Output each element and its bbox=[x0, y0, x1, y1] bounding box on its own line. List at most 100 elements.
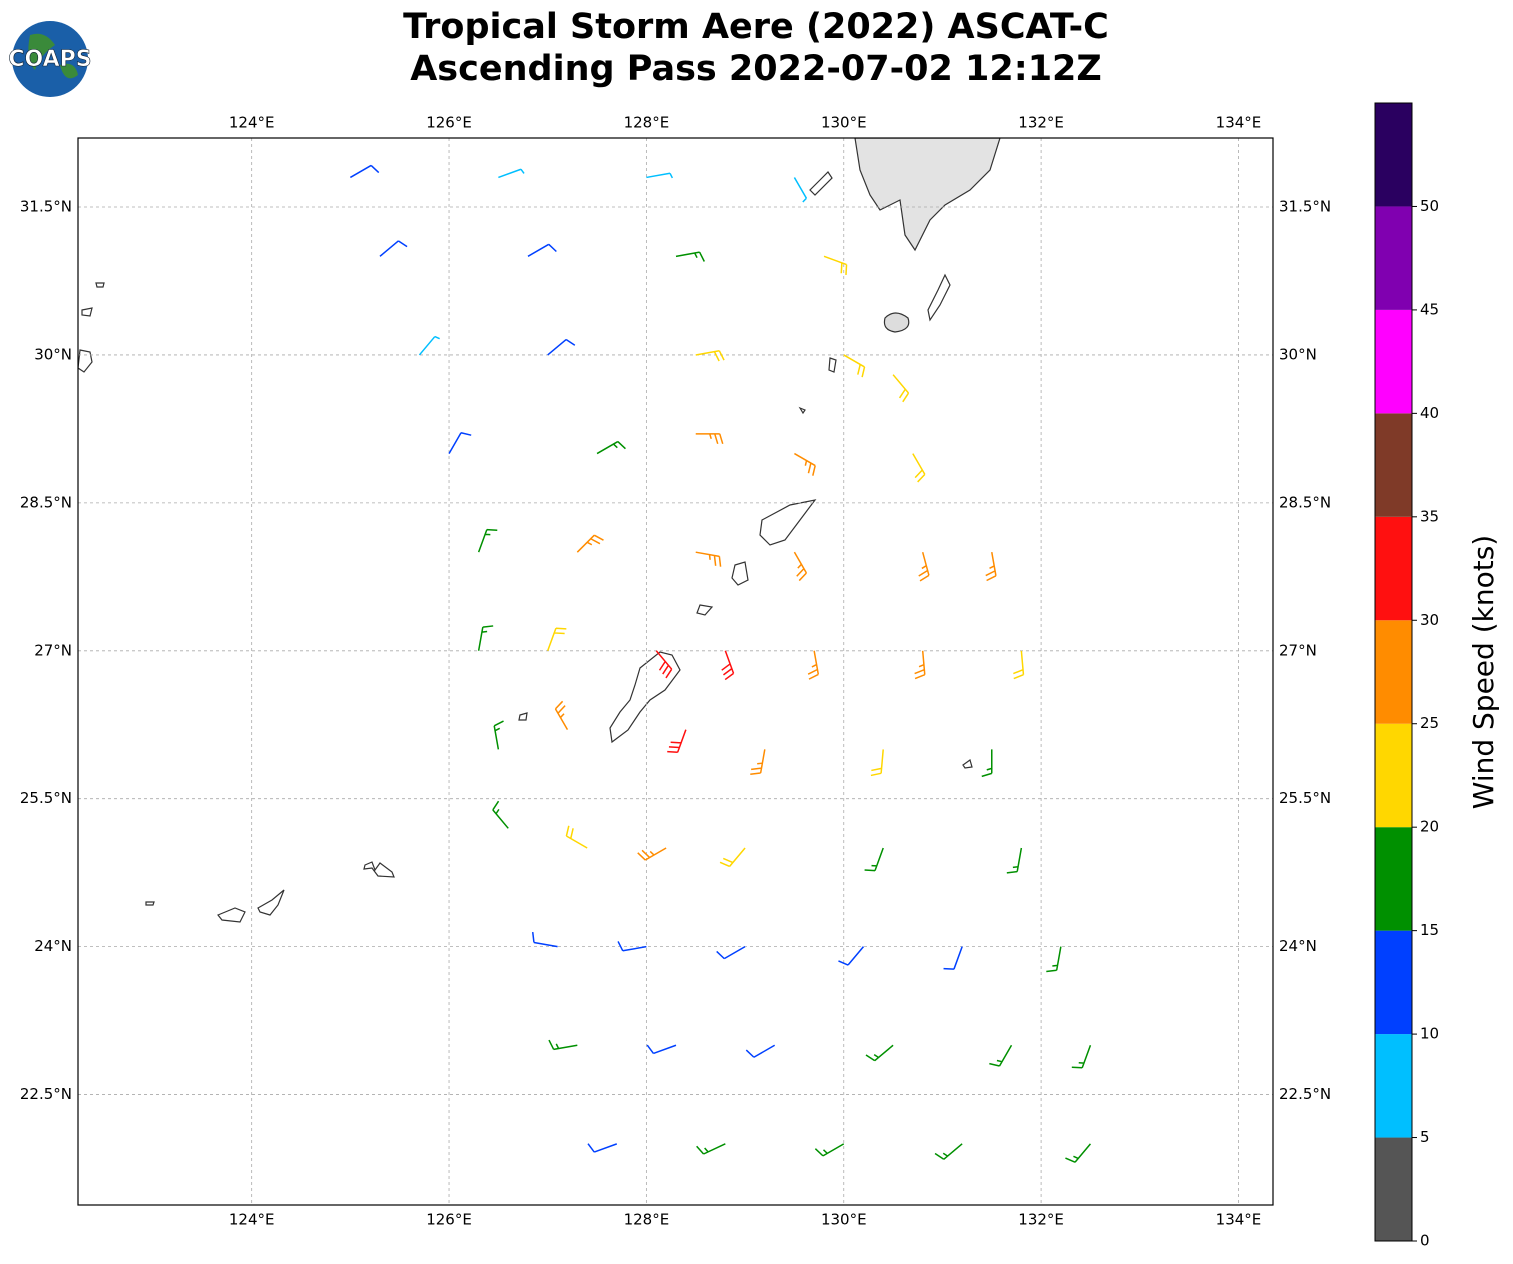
wind-barb bbox=[448, 432, 472, 454]
wind-barb bbox=[531, 932, 558, 948]
wind-barb bbox=[1071, 1044, 1092, 1069]
island bbox=[809, 171, 833, 196]
x-tick-label: 128°E bbox=[624, 114, 670, 132]
colorbar-tick-label: 45 bbox=[1420, 300, 1439, 318]
wind-barb bbox=[981, 749, 993, 778]
chart-title: Tropical Storm Aere (2022) ASCAT-C bbox=[403, 7, 1109, 47]
colorbar-segment bbox=[1375, 516, 1412, 621]
wind-barb bbox=[823, 255, 848, 276]
colorbar-segment bbox=[1375, 620, 1412, 724]
wind-barb bbox=[918, 551, 930, 582]
wind-barb bbox=[655, 650, 673, 679]
wind-barb bbox=[695, 551, 722, 567]
colorbar-segment bbox=[1375, 413, 1412, 517]
yaeyama bbox=[217, 889, 285, 923]
colorbar-label: Wind Speed (knots) bbox=[1467, 535, 1500, 809]
colorbar-tick-label: 50 bbox=[1420, 197, 1439, 215]
x-tick-label: 132°E bbox=[1018, 1211, 1064, 1229]
wind-barbs bbox=[349, 164, 1092, 1163]
wind-barb bbox=[646, 1044, 677, 1055]
colorbar-tick-label: 10 bbox=[1420, 1025, 1439, 1043]
wind-barb bbox=[418, 335, 440, 356]
wind-barb bbox=[870, 749, 884, 777]
colorbar-frame bbox=[1374, 102, 1413, 1242]
wind-barb bbox=[943, 946, 963, 970]
small-islands bbox=[798, 357, 973, 769]
y-tick-label: 31.5°N bbox=[1279, 198, 1331, 216]
colorbar-tick-label: 20 bbox=[1420, 818, 1439, 836]
wind-barb bbox=[838, 946, 865, 966]
x-tick-label: 132°E bbox=[1018, 114, 1064, 132]
wind-barb bbox=[492, 800, 509, 829]
x-tick-label: 134°E bbox=[1216, 1211, 1262, 1229]
grid: 124°E 124°E 126°E 126°E 128°E 128°E 130°E 130°E… bbox=[20, 114, 1331, 1229]
y-tick-label: 30°N bbox=[1279, 345, 1317, 363]
colorbar-tick-label: 0 bbox=[1420, 1232, 1430, 1250]
wind-barb bbox=[1006, 847, 1023, 874]
wind-barb bbox=[814, 1143, 845, 1157]
colorbar-tick-label: 35 bbox=[1420, 507, 1439, 525]
wind-barb bbox=[807, 650, 820, 680]
wind-barb bbox=[1046, 946, 1062, 973]
wind-barb bbox=[719, 847, 746, 868]
x-tick-label: 126°E bbox=[426, 114, 472, 132]
colorbar-segment bbox=[1375, 1137, 1412, 1241]
wind-barb bbox=[587, 1143, 618, 1153]
wind-barb bbox=[721, 650, 735, 681]
wind-barb bbox=[892, 374, 910, 403]
colorbar-tick-label: 25 bbox=[1420, 714, 1439, 732]
wind-barb bbox=[527, 243, 557, 257]
map-frame bbox=[77, 137, 1274, 1206]
x-tick-label: 130°E bbox=[821, 1211, 867, 1229]
colorbar-segment bbox=[1375, 827, 1412, 931]
colorbar-segment bbox=[1375, 723, 1412, 828]
x-tick-label: 130°E bbox=[821, 114, 867, 132]
small-islands bbox=[78, 282, 155, 906]
wind-barb bbox=[865, 1044, 894, 1062]
wind-barb bbox=[596, 440, 626, 455]
wind-barb bbox=[349, 164, 380, 179]
wind-barb bbox=[576, 534, 604, 553]
x-tick-label: 126°E bbox=[426, 1211, 472, 1229]
wind-barb bbox=[793, 177, 808, 203]
colorbar: 0 5 10 15 20 25 30 35 40 45 50 bbox=[1374, 102, 1439, 1250]
wind-barb bbox=[498, 168, 525, 179]
x-tick-label: 124°E bbox=[229, 1211, 275, 1229]
y-tick-label: 27°N bbox=[1279, 641, 1317, 659]
chart-subtitle: Ascending Pass 2022-07-02 12:12Z bbox=[410, 49, 1102, 89]
wind-barb bbox=[716, 945, 746, 960]
y-tick-label: 27°N bbox=[34, 641, 72, 659]
y-tick-label: 30°N bbox=[34, 345, 72, 363]
colorbar-tick-label: 15 bbox=[1420, 921, 1439, 939]
y-tick-label: 25.5°N bbox=[20, 789, 72, 807]
colorbar-tick-label: 40 bbox=[1420, 404, 1439, 422]
coastlines bbox=[78, 138, 1001, 923]
amami bbox=[759, 499, 817, 546]
colorbar-segment bbox=[1375, 206, 1412, 310]
wind-barb bbox=[547, 627, 567, 652]
x-tick-label: 128°E bbox=[624, 1211, 670, 1229]
y-tick-label: 28.5°N bbox=[1279, 493, 1331, 511]
wind-barb bbox=[745, 1044, 776, 1058]
yakushima bbox=[883, 312, 910, 333]
wind-barb bbox=[794, 452, 816, 476]
wind-barb bbox=[493, 720, 504, 750]
wind-barb bbox=[1065, 1143, 1092, 1163]
wind-barb bbox=[554, 700, 569, 731]
x-tick-label: 134°E bbox=[1216, 114, 1262, 132]
colorbar-tick-label: 5 bbox=[1420, 1128, 1430, 1146]
wind-barb bbox=[646, 172, 674, 179]
okinawa bbox=[609, 651, 681, 744]
wind-barb bbox=[989, 1044, 1013, 1067]
wind-barb bbox=[1013, 650, 1025, 680]
wind-barb bbox=[548, 1039, 578, 1051]
okinoerabu bbox=[696, 604, 714, 616]
y-tick-label: 22.5°N bbox=[20, 1085, 72, 1103]
logo-land bbox=[28, 33, 78, 79]
y-tick-label: 25.5°N bbox=[1279, 789, 1331, 807]
wind-barb bbox=[379, 240, 408, 257]
wind-barb bbox=[695, 433, 724, 445]
wind-barb bbox=[565, 825, 588, 849]
wind-barb bbox=[793, 551, 808, 582]
